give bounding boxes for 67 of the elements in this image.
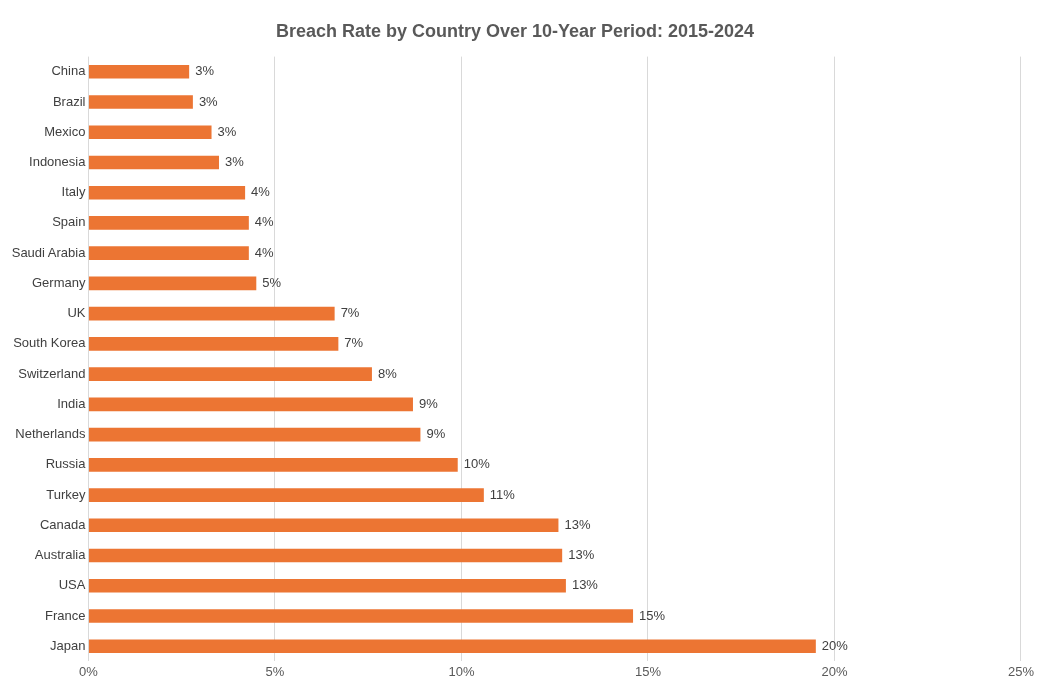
y-tick-label: France (44, 607, 86, 623)
y-tick-label: Japan (50, 637, 86, 653)
data-label: 5% (262, 274, 282, 290)
bar (88, 95, 193, 109)
x-tick-label: 25% (1007, 663, 1035, 679)
y-tick-label: Italy (61, 184, 86, 200)
bar (88, 397, 413, 412)
data-label: 7% (340, 305, 360, 321)
y-tick-label: Switzerland (18, 365, 86, 381)
data-label: 15% (639, 607, 666, 623)
data-label: 13% (571, 577, 599, 593)
y-tick-label: Germany (31, 274, 86, 290)
bar (88, 548, 563, 563)
y-tick-label: Mexico (44, 123, 86, 139)
data-label: 9% (418, 395, 439, 411)
y-tick-label: Netherlands (15, 426, 86, 442)
data-label: 13% (568, 547, 595, 563)
bar (88, 337, 339, 351)
bar (88, 185, 246, 200)
data-label: 3% (195, 63, 215, 79)
y-tick-label: India (57, 395, 87, 411)
data-label: 10% (463, 456, 491, 472)
y-tick-label: UK (67, 305, 86, 321)
data-label: 8% (377, 365, 398, 381)
bar (88, 609, 634, 623)
y-tick-label: Canada (39, 516, 87, 532)
x-tick-label: 15% (634, 663, 662, 679)
bar (88, 458, 458, 472)
data-label: 11% (489, 486, 516, 502)
y-tick-label: Russia (45, 456, 87, 472)
y-tick-label: Saudi Arabia (11, 244, 87, 260)
bar (88, 427, 421, 442)
bar (88, 155, 219, 170)
data-label: 4% (254, 244, 275, 260)
data-label: 20% (821, 637, 849, 653)
chart-title: Breach Rate by Country Over 10-Year Period: 2015-2024 (275, 20, 755, 41)
y-tick-label: Australia (34, 547, 87, 563)
x-tick-label: 5% (265, 663, 285, 679)
bar (88, 306, 335, 321)
y-tick-label: Spain (52, 214, 86, 230)
bar (88, 246, 249, 260)
bar (88, 488, 484, 502)
bar (88, 276, 257, 291)
y-tick-label: Brazil (52, 93, 86, 109)
data-label: 9% (426, 426, 446, 442)
data-label: 4% (251, 184, 271, 200)
x-tick-label: 20% (821, 663, 848, 679)
bar (88, 367, 372, 381)
data-label: 3% (225, 154, 245, 170)
x-tick-label: 0% (79, 663, 99, 679)
data-label: 3% (217, 123, 237, 139)
bar (88, 639, 816, 654)
bar (88, 216, 249, 230)
bar (88, 64, 190, 79)
data-label: 3% (198, 93, 219, 109)
data-label: 4% (254, 214, 275, 230)
bar (88, 518, 559, 533)
bar (88, 125, 212, 139)
bar (88, 579, 566, 593)
y-tick-label: China (51, 63, 87, 79)
y-tick-label: South Korea (13, 335, 87, 351)
y-tick-label: USA (58, 577, 86, 593)
data-label: 7% (344, 335, 364, 351)
x-tick-label: 10% (448, 663, 475, 679)
data-label: 13% (564, 516, 591, 532)
y-tick-label: Turkey (46, 486, 86, 502)
y-tick-label: Indonesia (29, 154, 87, 170)
